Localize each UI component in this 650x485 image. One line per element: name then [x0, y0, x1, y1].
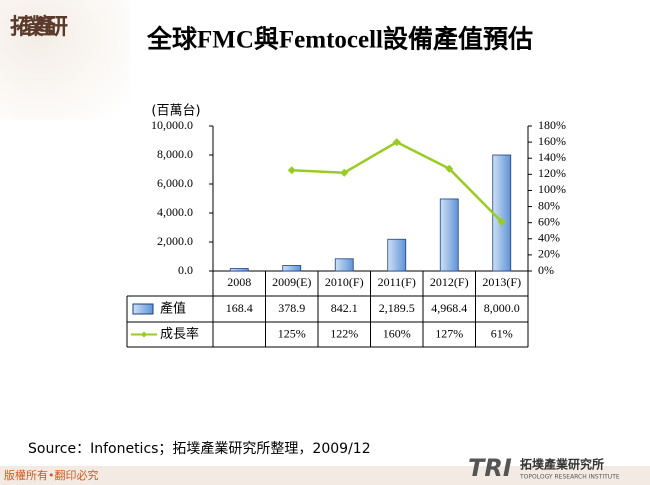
y2-tick-label: 40%	[538, 231, 560, 245]
footer-logo-english: TOPOLOGY RESEARCH INSTITUTE	[519, 474, 620, 481]
table-value: 61%	[491, 326, 513, 340]
y-tick-label: 2,000.0	[157, 234, 193, 248]
line-marker	[392, 138, 401, 147]
legend-label: 成長率	[160, 326, 199, 342]
y-tick-label: 0.0	[178, 263, 193, 277]
y-tick-label: 10,000.0	[151, 118, 193, 132]
line-marker	[340, 168, 349, 177]
y2-tick-label: 100%	[538, 182, 566, 196]
table-value: 125%	[278, 326, 306, 340]
y2-tick-label: 180%	[538, 118, 566, 132]
y-axis-label: (百萬台)	[151, 104, 200, 119]
bar	[439, 198, 459, 272]
bar	[334, 258, 354, 272]
footer-logo-name: 拓墣產業研究所	[520, 457, 604, 472]
y-tick-label: 6,000.0	[157, 176, 193, 190]
line	[291, 140, 503, 223]
x-tick-label: 2013(F)	[482, 275, 521, 289]
logo: 拓墣產研	[10, 14, 68, 40]
y2-tick-label: 0%	[538, 263, 554, 277]
y-tick-label: 4,000.0	[157, 205, 193, 219]
table-value: 160%	[383, 326, 411, 340]
y2-tick-label: 160%	[538, 134, 566, 148]
source: Source：Infonetics；拓墣產業研究所整理，2009/12	[28, 440, 371, 457]
footer-logo-abbr: TRI	[468, 454, 512, 482]
y2-tick-label: 60%	[538, 214, 560, 228]
table-value: 168.4	[226, 301, 253, 315]
y2-tick-label: 140%	[538, 150, 566, 164]
x-tick-label: 2012(F)	[430, 275, 469, 289]
copyright: 版權所有•翻印必究	[4, 468, 99, 482]
y2-tick-label: 80%	[538, 198, 560, 212]
legend-label: 產值	[160, 301, 186, 317]
line-marker	[497, 217, 506, 226]
table-value: 842.1	[331, 301, 358, 315]
legend-key	[132, 303, 154, 315]
table-value: 122%	[330, 326, 358, 340]
table-value: 8,000.0	[484, 301, 520, 315]
table-value: 378.9	[278, 301, 305, 315]
bar	[492, 154, 512, 272]
y2-tick-label: 20%	[538, 247, 560, 261]
line-marker	[287, 166, 296, 175]
table-value: 2,189.5	[379, 301, 415, 315]
logo-bg	[0, 0, 130, 120]
x-tick-label: 2010(F)	[325, 275, 364, 289]
bar	[387, 238, 407, 272]
x-tick-label: 2011(F)	[378, 275, 416, 289]
line-marker	[445, 164, 454, 173]
legend-key	[141, 331, 147, 338]
x-tick-label: 2008	[227, 275, 251, 289]
bar	[282, 265, 302, 272]
footer-bar	[0, 466, 650, 485]
y2-tick-label: 120%	[538, 166, 566, 180]
table-value: 127%	[435, 326, 463, 340]
bar	[229, 268, 249, 272]
chart-title: 全球FMC與Femtocell設備產值預估	[146, 25, 533, 54]
x-tick-label: 2009(E)	[272, 275, 311, 289]
table-value: 4,968.4	[431, 301, 467, 315]
y-tick-label: 8,000.0	[157, 147, 193, 161]
